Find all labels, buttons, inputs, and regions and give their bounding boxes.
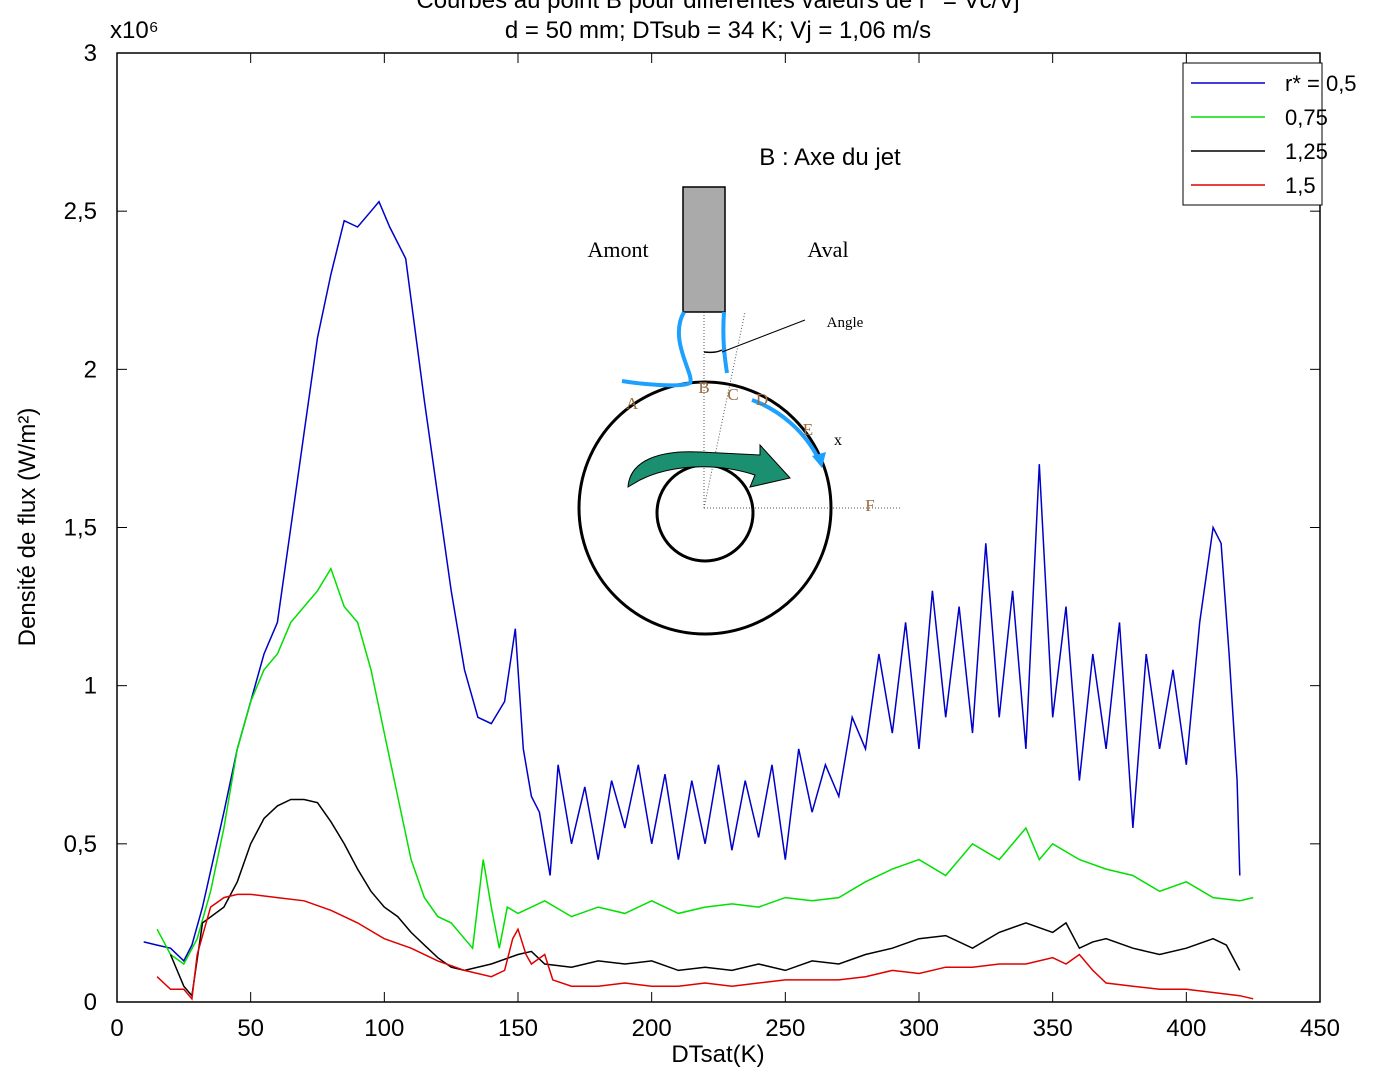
plot-frame	[116, 52, 1321, 1003]
x-tick-label: 0	[110, 1015, 123, 1042]
y-tick-label: 0	[84, 989, 97, 1016]
x-axis-label: DTsat(K)	[671, 1041, 764, 1068]
x-tick-label: 350	[1033, 1015, 1073, 1042]
point-label: B	[698, 378, 709, 397]
chart-subtitle: d = 50 mm; DTsub = 34 K; Vj = 1,06 m/s	[505, 17, 931, 44]
x-tick-label: 100	[364, 1015, 404, 1042]
legend-label: 1,25	[1285, 139, 1328, 164]
data-line	[169, 798, 1241, 998]
angle-arc	[703, 349, 723, 354]
angle-pointer	[721, 319, 806, 353]
y-tick-label: 1	[84, 673, 97, 700]
x-tick-label: 50	[237, 1015, 264, 1042]
direction-label: x	[834, 432, 842, 449]
legend-label: 1,5	[1285, 173, 1316, 198]
x-tick-label: 400	[1166, 1015, 1206, 1042]
flow-arrow	[751, 398, 820, 459]
y-tick-label: 3	[84, 40, 97, 67]
x-tick-label: 450	[1300, 1015, 1340, 1042]
point-label: C	[727, 385, 738, 404]
nozzle	[682, 186, 726, 313]
outer-circle	[577, 380, 833, 636]
x-tick-label: 200	[632, 1015, 672, 1042]
jet-left	[621, 311, 693, 388]
legend-box	[1182, 62, 1323, 206]
data-line	[156, 893, 1254, 1001]
downstream-label: Aval	[807, 237, 848, 262]
x-tick-label: 250	[765, 1015, 805, 1042]
point-label: E	[803, 420, 813, 439]
upstream-label: Amont	[587, 237, 648, 262]
point-label: D	[756, 390, 768, 409]
point-label: F	[865, 496, 874, 515]
data-line	[143, 200, 1241, 963]
rotation-arrow	[627, 443, 791, 488]
flow-arrow-head	[812, 452, 826, 468]
jet-right	[721, 311, 729, 374]
angle-label: Angle	[827, 315, 864, 331]
y-tick-label: 1,5	[64, 515, 97, 542]
inset-diagram: B : Axe du jet Amont Aval Angle A B C D …	[577, 144, 901, 636]
y-multiplier: x10⁶	[110, 17, 159, 44]
legend-label: r* = 0,5	[1285, 71, 1357, 96]
angle-line	[703, 311, 746, 509]
x-tick-label: 150	[498, 1015, 538, 1042]
data-line	[156, 566, 1254, 966]
legend-label: 0,75	[1285, 105, 1328, 130]
y-tick-label: 0,5	[64, 831, 97, 858]
chart-title: Courbes au point B pour différentes vale…	[416, 0, 1019, 14]
point-label: A	[626, 394, 639, 413]
inset-title: B : Axe du jet	[759, 144, 901, 171]
y-axis-label: Densité de flux (W/m²)	[14, 408, 41, 647]
y-tick-label: 2,5	[64, 198, 97, 225]
y-tick-label: 2	[84, 356, 97, 383]
x-tick-label: 300	[899, 1015, 939, 1042]
